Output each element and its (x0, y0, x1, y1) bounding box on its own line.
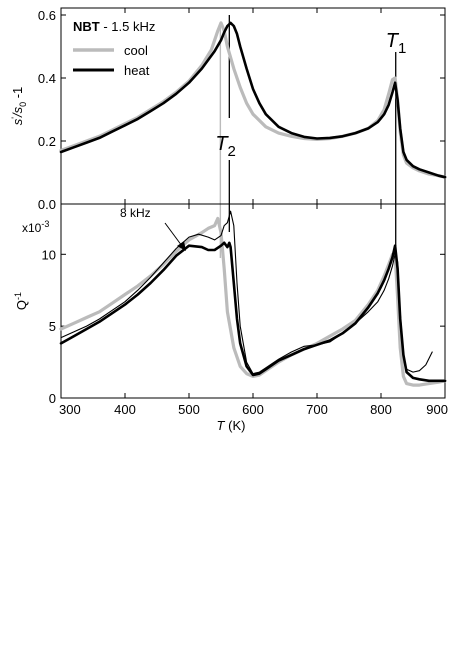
legend-title-rest: - 1.5 kHz (100, 19, 156, 34)
panel-top: 0.0 0.2 0.4 0.6 s'/s0 -1 NBT - 1.5 kHz cool… (10, 7, 447, 258)
bottom-xtick-label: 300 (59, 402, 81, 417)
bottom-y-axis-title-exp: -1 (13, 292, 23, 300)
bottom-series-cool (59, 216, 447, 387)
top-y-axis-title-s: s (10, 118, 25, 125)
bottom-xtick-label: 800 (370, 402, 392, 417)
bottom-series (59, 210, 447, 387)
top-y-axis-title-sub0: 0 (18, 102, 28, 107)
marker-label-letter: T (215, 133, 229, 155)
bottom-xtick-label: 700 (306, 402, 328, 417)
bottom-series-8-khz (60, 210, 433, 375)
top-y-axis-title-prime: ' (10, 117, 20, 119)
top-y-axis: 0.0 0.2 0.4 0.6 (38, 8, 446, 212)
bottom-xtick-label: 900 (426, 402, 448, 417)
marker-label-subscript: 1 (398, 40, 406, 57)
panel-bottom: 0 5 10 300 400 500 600 700 800 900 x10-3 Q-1 T (… (13, 203, 448, 433)
top-ytick-label: 0.2 (38, 134, 56, 149)
top-legend: NBT - 1.5 kHz cool heat (73, 19, 155, 78)
top-ytick-label: 0.6 (38, 8, 56, 23)
bottom-x-axis: 300 400 500 600 700 800 900 (59, 204, 448, 417)
bottom-ytick-label: 5 (49, 319, 56, 334)
marker-label-subscript: 2 (228, 143, 236, 160)
bottom-xtick-label: 600 (242, 402, 264, 417)
legend-label-cool: cool (124, 43, 148, 58)
top-ytick-label: 0.0 (38, 197, 56, 212)
top-y-axis-title-rest: -1 (10, 87, 25, 102)
bottom-x-axis-title: T (K) (217, 418, 246, 433)
legend-label-heat: heat (124, 63, 150, 78)
marker-label-t1: T1 (386, 30, 407, 57)
top-ytick-label: 0.4 (38, 71, 56, 86)
bottom-ytick-label: 10 (42, 247, 56, 262)
annotation-8khz-arrow-line (164, 222, 183, 247)
top-series (59, 21, 447, 179)
legend-title: NBT - 1.5 kHz (73, 19, 155, 34)
annotation-8khz-label: 8 kHz (120, 206, 151, 220)
bottom-y-axis-title: Q-1 (13, 292, 29, 310)
bottom-y-multiplier: x10-3 (22, 219, 49, 235)
top-y-axis-title: s'/s0 -1 (10, 87, 28, 126)
bottom-x-axis-title-italic: T (217, 418, 226, 433)
bottom-x-axis-title-rest: (K) (225, 418, 246, 433)
annotation-8khz: 8 kHz (120, 206, 186, 251)
marker-label-t2: T2 (215, 133, 236, 160)
marker-label-letter: T (386, 30, 400, 52)
top-y-axis-title-slash: /s (10, 106, 25, 118)
bottom-xtick-label: 400 (114, 402, 136, 417)
annotation-8khz-arrowhead (177, 241, 186, 251)
bottom-plot-frame (60, 203, 446, 399)
bottom-y-multiplier-exp: -3 (41, 219, 49, 229)
bottom-xtick-label: 500 (178, 402, 200, 417)
top-series-heat (59, 21, 447, 179)
legend-title-bold: NBT (73, 19, 100, 34)
bottom-y-axis: 0 5 10 (42, 247, 445, 406)
bottom-ytick-label: 0 (49, 391, 56, 406)
